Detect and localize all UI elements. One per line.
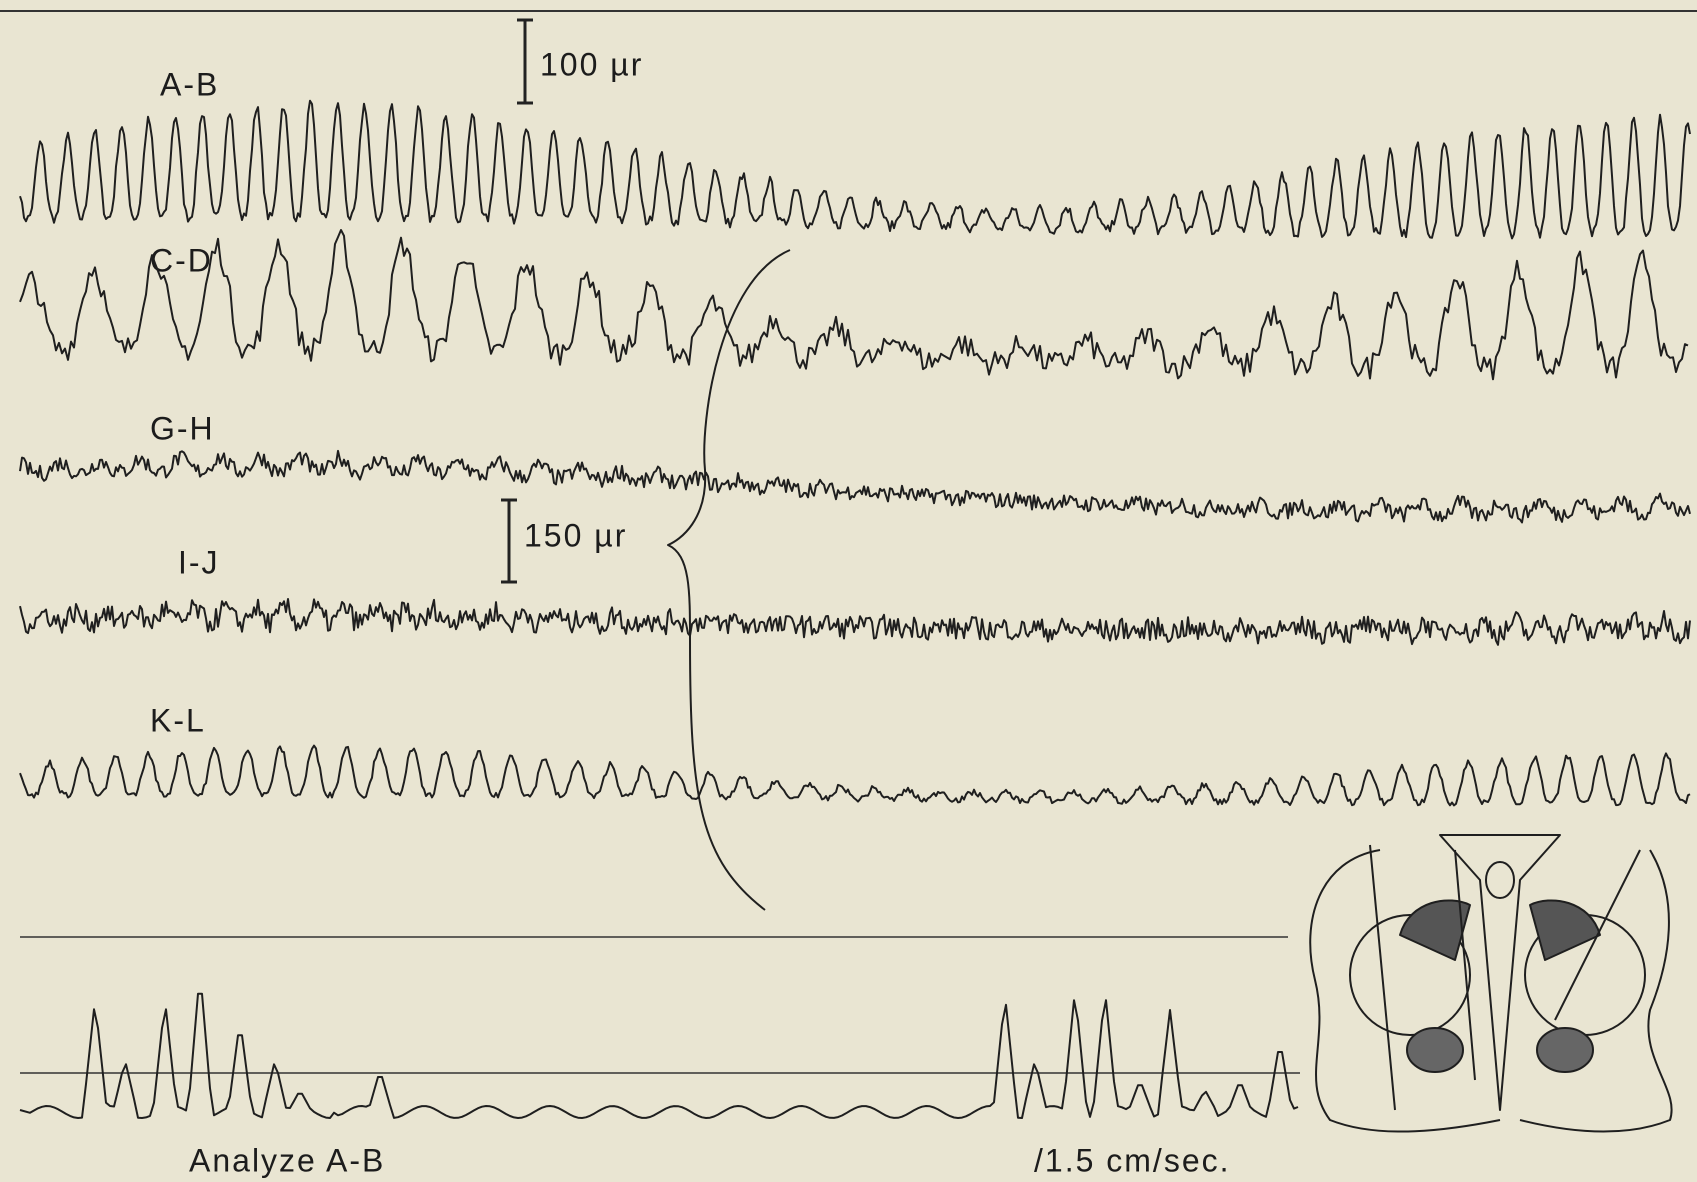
channel-label: G-H [150, 410, 215, 446]
background [0, 0, 1697, 1182]
scale-label: 150 µr [524, 517, 627, 553]
speed-label: /1.5 cm/sec. [1034, 1142, 1231, 1178]
analyzer-label: Analyze A-B [189, 1142, 385, 1178]
scale-label: 100 µr [540, 46, 643, 82]
channel-label: A-B [160, 66, 219, 102]
channel-label: I-J [178, 544, 220, 580]
channel-label: K-L [150, 702, 206, 738]
figure: A-B C-D G-H I-J K-L 100 µr 150 µr Analyz… [0, 0, 1697, 1182]
page: A-B C-D G-H I-J K-L 100 µr 150 µr Analyz… [0, 0, 1697, 1182]
